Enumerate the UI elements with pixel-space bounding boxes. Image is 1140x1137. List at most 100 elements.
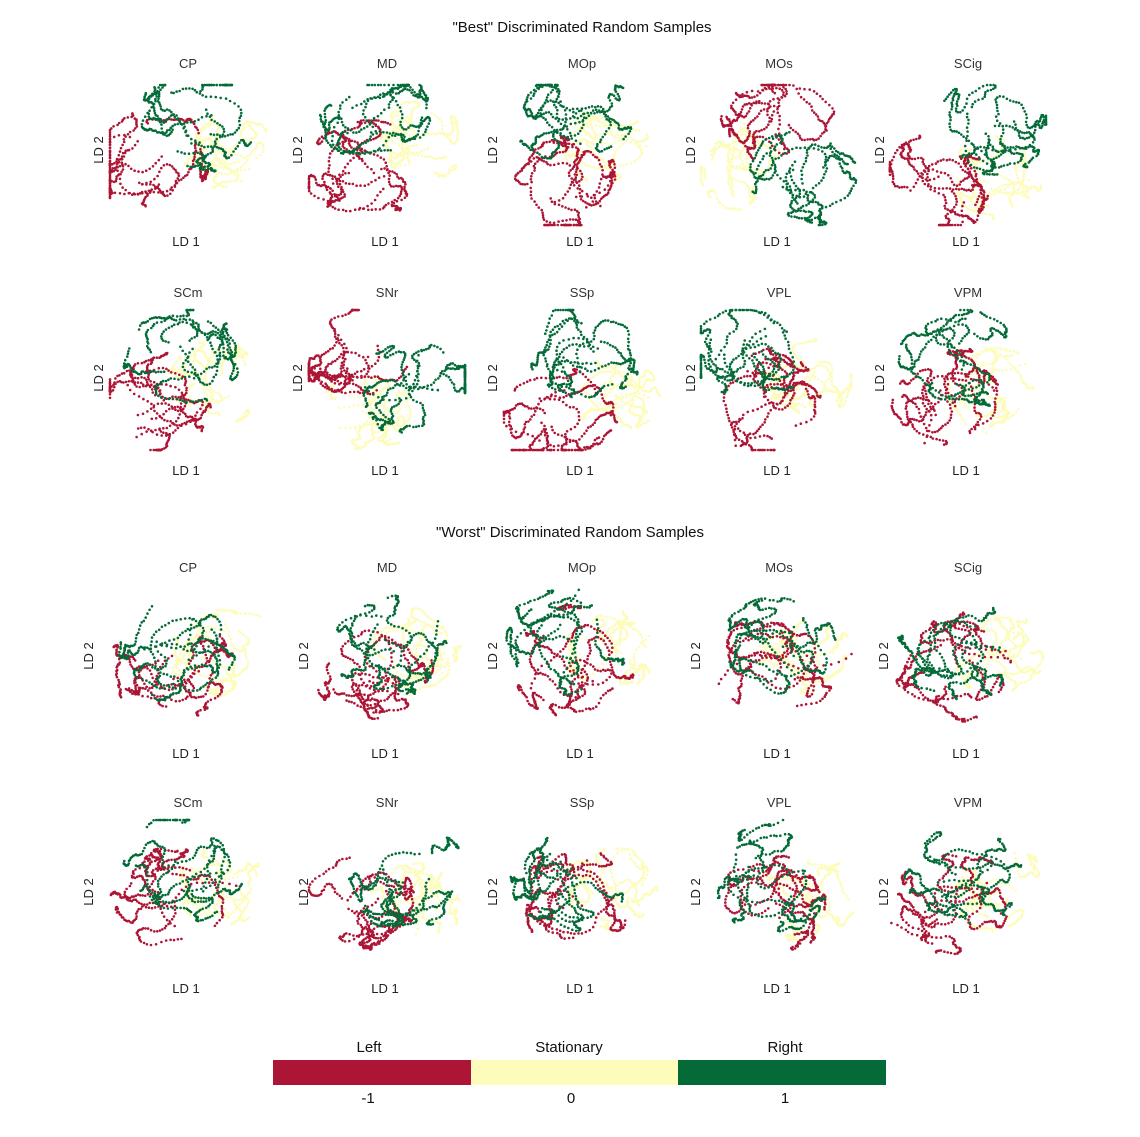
data-point-stationary [426, 155, 429, 158]
data-point-right [973, 146, 976, 149]
data-point-right [406, 140, 409, 143]
data-point-right [229, 100, 232, 103]
data-point-right [426, 125, 429, 128]
data-point-right [793, 198, 796, 201]
data-point-right [996, 96, 999, 99]
data-point-right [324, 137, 327, 140]
data-point-left [570, 209, 573, 212]
data-point-left [166, 163, 169, 166]
data-point-right [215, 84, 218, 87]
data-point-stationary [972, 193, 975, 196]
data-point-right [418, 84, 421, 87]
data-point-right [355, 152, 358, 155]
data-point-stationary [429, 133, 432, 136]
data-point-right [359, 153, 362, 156]
data-point-left [384, 121, 387, 124]
data-point-right [234, 131, 237, 134]
data-point-left [803, 88, 806, 91]
data-point-right [548, 132, 551, 135]
data-point-right [327, 142, 330, 145]
data-point-left [598, 159, 601, 162]
data-point-right [565, 113, 568, 116]
data-point-right [425, 103, 428, 106]
data-point-left [931, 163, 934, 166]
data-point-stationary [636, 158, 639, 161]
data-point-left [782, 91, 785, 94]
data-point-right [425, 100, 428, 103]
data-point-right [199, 168, 202, 171]
data-point-left [374, 208, 377, 211]
data-point-right [948, 93, 951, 96]
data-point-left [339, 176, 342, 179]
data-point-right [555, 100, 558, 103]
data-point-stationary [988, 192, 991, 195]
data-point-left [551, 200, 554, 203]
data-point-right [183, 125, 186, 128]
data-point-right [967, 122, 970, 125]
data-point-stationary [435, 133, 438, 136]
data-point-left [944, 196, 947, 199]
data-point-left [115, 178, 118, 181]
data-point-left [322, 175, 325, 178]
data-point-right [556, 90, 559, 93]
data-point-stationary [224, 173, 227, 176]
data-point-right [523, 106, 526, 109]
data-point-left [978, 195, 981, 198]
data-point-left [920, 157, 923, 160]
data-point-stationary [262, 144, 265, 147]
data-point-left [596, 156, 599, 159]
data-point-right [618, 124, 621, 127]
data-point-right [180, 151, 183, 154]
data-point-right [854, 161, 857, 164]
data-point-left [568, 174, 571, 177]
data-point-right [789, 167, 792, 170]
data-point-left [564, 206, 567, 209]
data-point-stationary [1001, 184, 1004, 187]
data-point-stationary [733, 195, 736, 198]
data-point-right [575, 112, 578, 115]
data-point-left [599, 182, 602, 185]
data-point-right [538, 109, 541, 112]
data-point-left [535, 156, 538, 159]
data-point-left [540, 209, 543, 212]
data-point-left [892, 181, 895, 184]
data-point-right [549, 99, 552, 102]
data-point-left [976, 201, 979, 204]
data-point-right [400, 110, 403, 113]
data-point-right [207, 84, 210, 87]
data-point-right [382, 144, 385, 147]
data-point-right [367, 140, 370, 143]
data-point-left [961, 210, 964, 213]
data-point-right [324, 116, 327, 119]
data-point-left [120, 147, 123, 150]
data-point-left [907, 159, 910, 162]
data-point-left [543, 218, 546, 221]
data-point-right [1033, 132, 1036, 135]
data-point-stationary [612, 124, 615, 127]
data-point-right [373, 150, 376, 153]
data-point-left [346, 137, 349, 140]
data-point-stationary [619, 165, 622, 168]
data-point-left [535, 204, 538, 207]
data-point-right [751, 190, 754, 193]
data-point-stationary [980, 180, 983, 183]
data-point-left [522, 167, 525, 170]
data-point-left [380, 156, 383, 159]
data-point-right [829, 205, 832, 208]
data-point-right [392, 84, 395, 87]
data-point-right [1025, 147, 1028, 150]
data-point-right [527, 94, 530, 97]
data-point-stationary [397, 114, 400, 117]
data-point-left [157, 191, 160, 194]
data-point-left [342, 191, 345, 194]
data-point-left [600, 178, 603, 181]
data-point-left [142, 203, 145, 206]
data-point-left [581, 176, 584, 179]
data-point-right [560, 123, 563, 126]
panel-best-md: MDLD 1LD 2 [290, 56, 459, 249]
data-point-stationary [987, 159, 990, 162]
data-point-right [323, 125, 326, 128]
data-point-left [741, 93, 744, 96]
data-point-right [373, 117, 376, 120]
data-point-left [577, 212, 580, 215]
